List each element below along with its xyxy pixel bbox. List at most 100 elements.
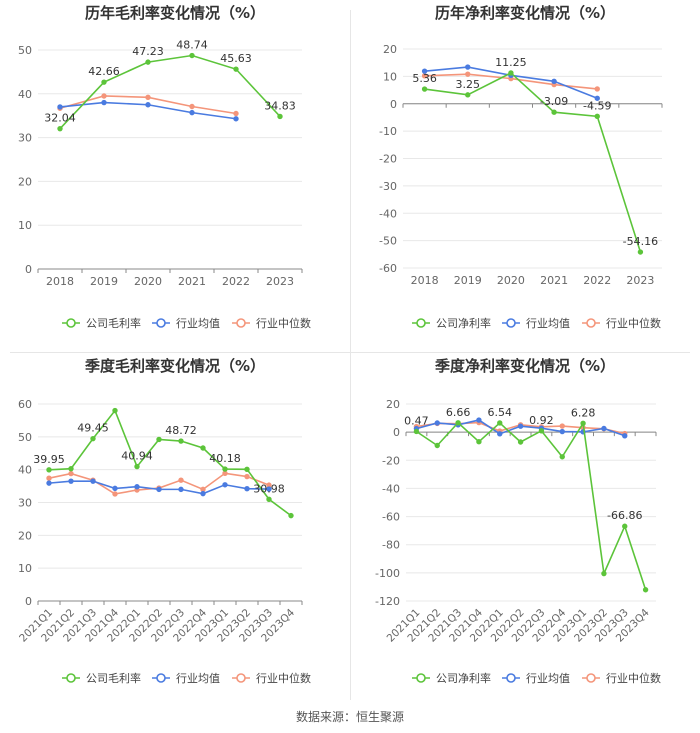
- data-point-company: [413, 428, 420, 435]
- chart-title: 季度净利率变化情况（%）: [434, 357, 616, 375]
- data-point-avg: [189, 109, 195, 116]
- data-point-median: [559, 423, 565, 429]
- chart-title: 历年净利率变化情况（%）: [434, 4, 616, 22]
- data-point-avg: [233, 116, 239, 122]
- series-line-company: [415, 421, 647, 590]
- data-point-company: [637, 249, 644, 255]
- data-label: 0.47: [404, 414, 429, 427]
- data-label: 39.95: [33, 453, 65, 466]
- legend-item-avg: 行业均值: [152, 672, 220, 685]
- vertical-divider: [350, 10, 351, 700]
- x-tick-label: 2023: [626, 274, 654, 287]
- data-label: 48.74: [176, 39, 208, 52]
- chart-annual-gross-margin: 0 10 20 30 40 50 2018 2019 2020 2021 2022 2023 32.04…: [18, 39, 311, 330]
- data-point-company: [277, 113, 283, 120]
- y-tick-label: -80: [382, 539, 400, 552]
- data-label: 30.98: [253, 482, 285, 495]
- legend-item-median: 行业中位数: [232, 316, 311, 330]
- data-label: -3.09: [540, 95, 568, 108]
- y-tick-label: 40: [18, 88, 32, 101]
- data-label: 49.45: [77, 422, 109, 435]
- data-point-avg: [145, 102, 151, 108]
- data-point-company: [68, 465, 74, 472]
- y-tick-label: 0: [390, 98, 397, 111]
- legend-label: 行业中位数: [256, 316, 311, 330]
- data-point-median: [112, 491, 118, 497]
- legend-item-median: 行业中位数: [232, 671, 311, 685]
- legend-swatch-marker: [66, 673, 76, 683]
- data-source-note: 数据来源：恒生聚源: [295, 710, 404, 724]
- data-point-company: [266, 496, 272, 502]
- y-tick-label: 40: [18, 464, 32, 477]
- y-tick-label: 0: [393, 426, 400, 439]
- data-point-avg: [200, 490, 206, 497]
- data-label: 6.66: [446, 406, 471, 419]
- y-tick-label: 0: [25, 595, 32, 608]
- legend-swatch-marker: [236, 318, 246, 328]
- data-point-avg: [134, 484, 140, 490]
- data-point-median: [244, 473, 250, 480]
- x-tick-label: 2022: [583, 274, 611, 287]
- y-tick-label: 10: [18, 219, 32, 232]
- data-label: -66.86: [607, 509, 642, 522]
- data-point-avg: [244, 486, 250, 492]
- legend-label: 行业中位数: [606, 671, 661, 685]
- data-point-median: [178, 477, 184, 483]
- legend-swatch-marker: [416, 673, 426, 683]
- data-point-avg: [434, 420, 440, 426]
- chart-panel-annual-gross-margin: 历年毛利率变化情况（%） 0 10 20 30 40 50 2018 2019 2020 2021…: [0, 0, 350, 353]
- data-label: 47.23: [132, 45, 164, 58]
- data-point-median: [145, 94, 151, 101]
- data-label: 5.36: [412, 72, 437, 85]
- data-point-avg: [551, 78, 557, 85]
- data-point-company: [517, 439, 524, 445]
- legend-swatch-marker: [66, 318, 76, 328]
- data-point-company: [156, 436, 162, 443]
- data-point-company: [57, 125, 63, 132]
- data-point-median: [46, 475, 52, 481]
- data-label: 42.66: [88, 65, 120, 78]
- data-point-company: [421, 86, 428, 92]
- data-point-median: [68, 470, 74, 477]
- data-point-median: [189, 103, 195, 110]
- y-tick-label: 30: [18, 132, 32, 145]
- data-point-median: [594, 86, 600, 92]
- legend-label: 行业均值: [526, 672, 570, 685]
- data-point-median: [200, 486, 206, 493]
- x-tick-label: 2020: [497, 274, 525, 287]
- legend-swatch-marker: [586, 673, 596, 683]
- legend-label: 公司毛利率: [86, 671, 141, 685]
- data-point-avg: [266, 486, 272, 492]
- y-tick-label: -30: [379, 180, 397, 193]
- x-tick-label: 2021: [178, 275, 206, 288]
- data-point-avg: [68, 478, 74, 484]
- legend-item-company: 公司毛利率: [62, 671, 141, 685]
- data-point-company: [101, 79, 107, 85]
- legend-label: 行业均值: [176, 672, 220, 685]
- horizontal-divider: [10, 352, 690, 353]
- legend-label: 行业中位数: [606, 316, 661, 330]
- data-point-avg: [46, 480, 52, 486]
- data-point-company: [112, 407, 118, 414]
- data-point-company: [200, 445, 206, 451]
- data-point-company: [244, 466, 250, 473]
- legend-label: 公司净利率: [436, 316, 491, 330]
- y-tick-label: 20: [18, 529, 32, 542]
- x-tick-label: 2022: [222, 275, 250, 288]
- legend-item-avg: 行业均值: [502, 317, 570, 330]
- data-label: 6.54: [488, 406, 513, 419]
- data-label: 11.25: [495, 56, 527, 69]
- x-tick-label: 2019: [454, 274, 482, 287]
- data-point-company: [288, 512, 294, 519]
- legend-label: 行业中位数: [256, 671, 311, 685]
- data-point-avg: [476, 417, 482, 423]
- data-label: 48.72: [165, 424, 197, 437]
- data-point-avg: [559, 428, 565, 435]
- data-point-avg: [156, 486, 162, 493]
- data-point-company: [90, 435, 96, 442]
- data-point-avg: [101, 99, 107, 106]
- data-point-company: [455, 420, 461, 426]
- data-point-company: [465, 92, 471, 98]
- x-tick-label: 2023: [266, 275, 294, 288]
- data-point-company: [508, 70, 514, 76]
